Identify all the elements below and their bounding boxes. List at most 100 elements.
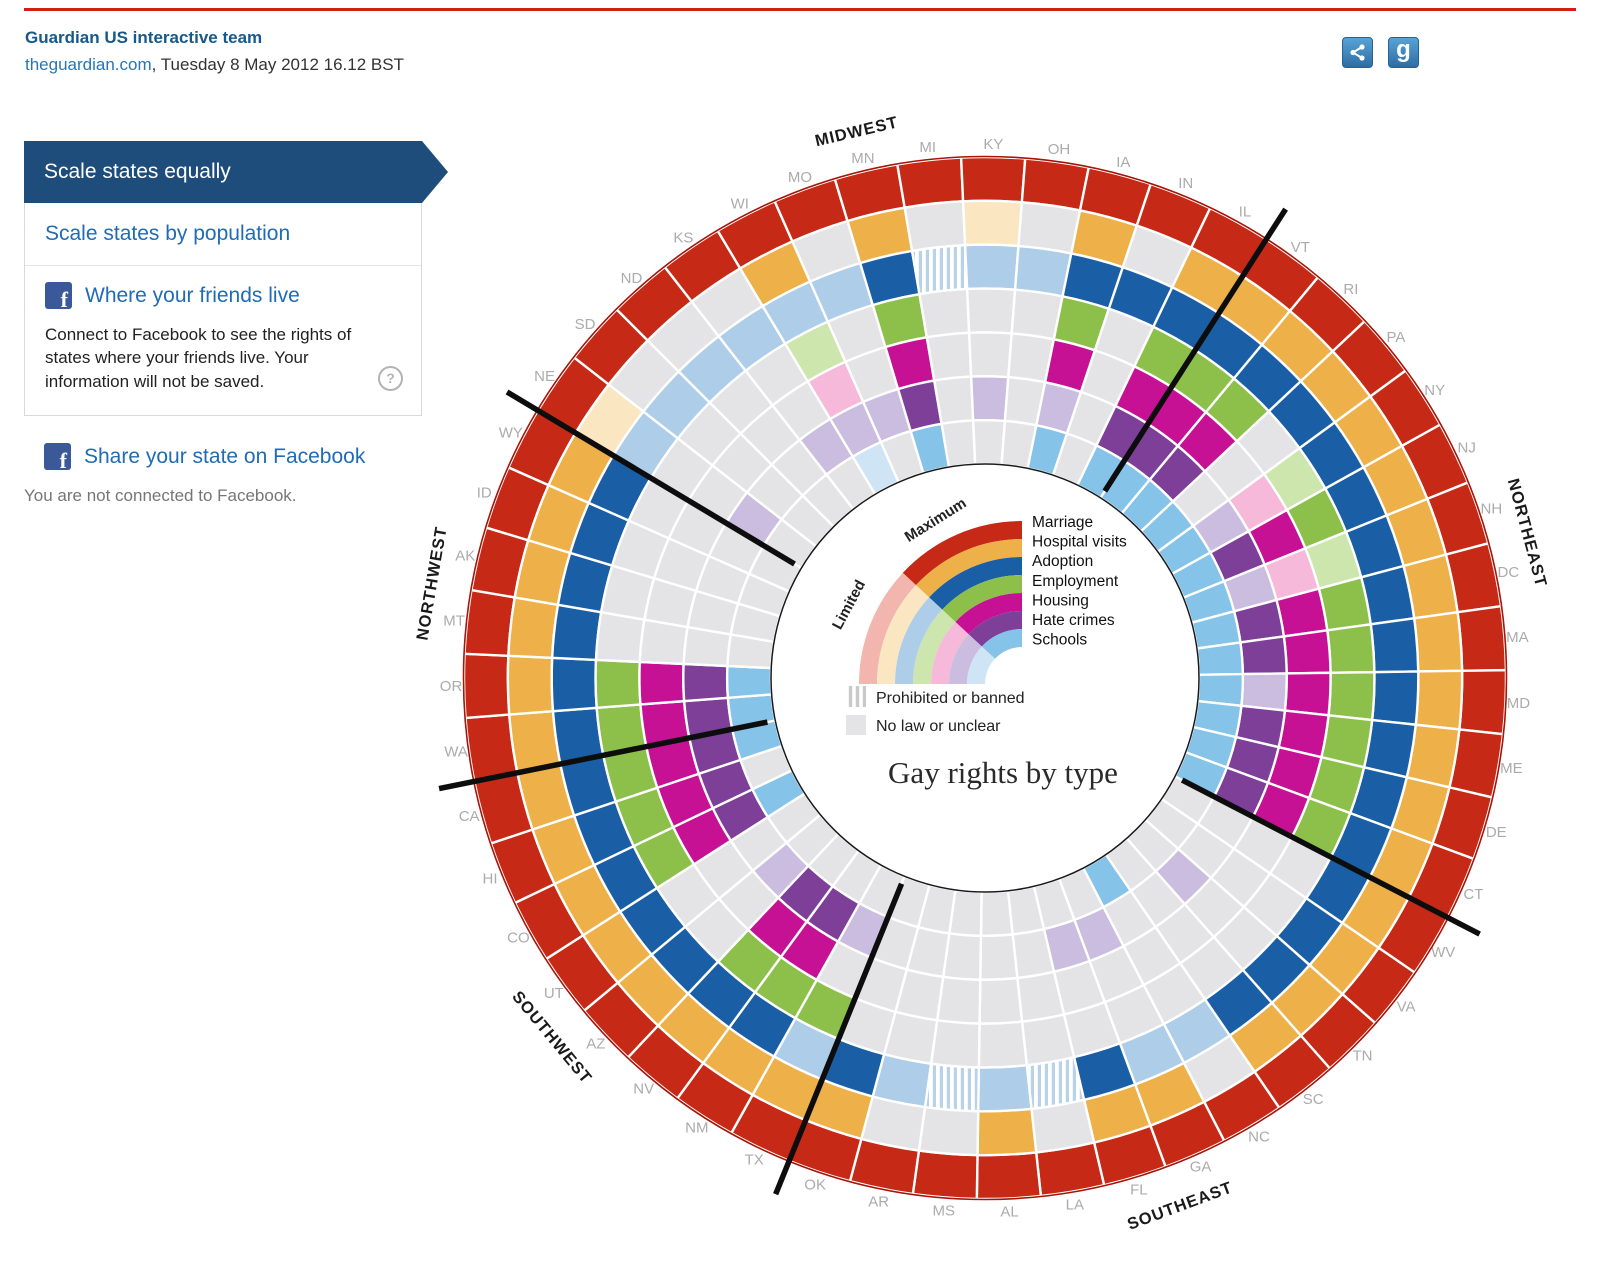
legend-fan-limited-adoption	[895, 597, 943, 684]
region-divider	[773, 882, 905, 1196]
cell-KY-schools[interactable]	[971, 418, 1007, 466]
cell-AL-hate[interactable]	[979, 933, 1019, 981]
cell-MS-employment[interactable]	[929, 1018, 981, 1069]
region-label-midwest: MIDWEST	[813, 113, 900, 150]
state-label-RI: RI	[1343, 281, 1358, 298]
cell-MD-employment[interactable]	[1327, 670, 1376, 722]
help-icon[interactable]: ?	[378, 366, 403, 392]
cell-KY-marriage[interactable]	[959, 155, 1027, 204]
state-label-NC: NC	[1248, 1128, 1270, 1145]
legend-ring-label-hospital: Hospital visits	[1032, 534, 1127, 551]
cell-LA-employment[interactable]	[1020, 1012, 1076, 1067]
cell-MA-marriage[interactable]	[1456, 604, 1508, 673]
cell-OR-schools[interactable]	[725, 664, 773, 700]
region-divider	[438, 719, 768, 792]
cell-MS-adoption[interactable]	[923, 1062, 981, 1113]
cell-MD-marriage[interactable]	[1458, 668, 1508, 736]
cell-MA-housing[interactable]	[1282, 629, 1332, 675]
friends-link[interactable]: Where your friends live	[85, 283, 300, 307]
cell-MA-adoption[interactable]	[1369, 616, 1420, 674]
legend-ring-label-schools: Schools	[1032, 632, 1087, 649]
cell-OR-housing[interactable]	[638, 660, 686, 706]
state-label-DC: DC	[1498, 564, 1520, 581]
state-label-AK: AK	[455, 548, 475, 565]
cell-OR-marriage[interactable]	[462, 652, 511, 720]
cell-OR-hospital[interactable]	[506, 654, 555, 716]
cell-MA-hospital[interactable]	[1412, 610, 1464, 673]
legend-ring-label-hate: Hate crimes	[1032, 612, 1115, 629]
cell-OR-hate[interactable]	[682, 662, 730, 703]
state-label-MN: MN	[851, 150, 874, 167]
region-divider	[1102, 207, 1288, 493]
scale-population-tab[interactable]: Scale states by population	[25, 203, 421, 266]
cell-MI-adoption[interactable]	[910, 243, 969, 296]
cell-MI-marriage[interactable]	[895, 156, 965, 210]
cell-MI-housing[interactable]	[925, 331, 973, 382]
share-state-link[interactable]: Share your state on Facebook	[84, 444, 366, 468]
state-label-DE: DE	[1486, 824, 1507, 841]
cell-KY-hospital[interactable]	[961, 199, 1024, 248]
legend-fan-max-hate	[968, 611, 1022, 647]
cell-KY-employment[interactable]	[965, 287, 1017, 335]
friends-desc: Connect to Facebook to see the rights of…	[45, 325, 352, 391]
cell-KY-adoption[interactable]	[963, 243, 1020, 292]
scale-equally-tab[interactable]: Scale states equally	[24, 141, 448, 203]
cell-MS-housing[interactable]	[935, 975, 982, 1025]
cell-MT-employment[interactable]	[594, 610, 646, 664]
state-label-KS: KS	[673, 229, 693, 246]
cell-MA-employment[interactable]	[1325, 622, 1376, 674]
not-connected-text: You are not connected to Facebook.	[24, 486, 297, 506]
scale-equally-label: Scale states equally	[44, 160, 231, 183]
cell-MI-employment[interactable]	[918, 287, 971, 339]
state-label-WA: WA	[444, 744, 468, 761]
cell-MS-hospital[interactable]	[917, 1105, 980, 1157]
header: Guardian US interactive team theguardian…	[25, 28, 404, 75]
cell-MT-hospital[interactable]	[507, 596, 560, 660]
cell-MD-hospital[interactable]	[1414, 669, 1464, 731]
cell-AL-adoption[interactable]	[976, 1063, 1033, 1113]
cell-AL-employment[interactable]	[977, 1020, 1029, 1069]
cell-OH-adoption[interactable]	[1013, 244, 1073, 298]
cell-MT-marriage[interactable]	[463, 588, 517, 658]
state-label-PA: PA	[1386, 329, 1405, 346]
cell-MD-housing[interactable]	[1283, 671, 1332, 717]
legend-ring-label-employment: Employment	[1032, 573, 1119, 590]
state-label-WY: WY	[499, 424, 523, 441]
legend-fan-max-adoption	[929, 557, 1022, 610]
cell-AL-marriage[interactable]	[975, 1151, 1043, 1201]
cell-MS-marriage[interactable]	[911, 1149, 979, 1201]
google-plus-icon[interactable]: g	[1388, 37, 1419, 68]
tab-arrow	[422, 141, 448, 203]
state-label-VT: VT	[1291, 239, 1310, 256]
legend-fan-limited-schools	[967, 646, 995, 684]
cell-MI-hate[interactable]	[932, 375, 975, 426]
state-label-NE: NE	[534, 368, 555, 385]
cell-MT-adoption[interactable]	[550, 603, 603, 662]
region-divider	[1180, 777, 1481, 937]
cell-MI-hospital[interactable]	[903, 200, 967, 253]
cell-AL-schools[interactable]	[979, 889, 1014, 938]
cell-MD-hate[interactable]	[1240, 672, 1288, 712]
cell-MD-adoption[interactable]	[1370, 670, 1420, 727]
cell-MA-hate[interactable]	[1239, 635, 1288, 676]
state-label-MO: MO	[788, 169, 812, 186]
state-label-NH: NH	[1481, 500, 1503, 517]
legend-fan-limited-housing	[931, 621, 969, 684]
share-icon[interactable]	[1342, 37, 1373, 68]
state-label-SC: SC	[1303, 1091, 1324, 1108]
cell-AL-hospital[interactable]	[976, 1107, 1038, 1157]
state-label-IA: IA	[1116, 154, 1130, 171]
state-label-MS: MS	[933, 1202, 956, 1219]
cell-MA-schools[interactable]	[1195, 641, 1245, 676]
sidebar: Scale states equally Scale states by pop…	[24, 141, 448, 506]
state-label-OK: OK	[804, 1176, 826, 1193]
facebook-icon: f	[44, 443, 71, 472]
cell-MI-schools[interactable]	[940, 419, 977, 469]
region-divider	[505, 389, 796, 567]
cell-AL-housing[interactable]	[978, 976, 1024, 1025]
cell-KY-housing[interactable]	[967, 331, 1013, 379]
cell-KY-hate[interactable]	[969, 375, 1010, 423]
cell-OR-adoption[interactable]	[550, 656, 599, 713]
cell-OR-employment[interactable]	[594, 658, 642, 710]
site-link[interactable]: theguardian.com	[25, 55, 152, 74]
